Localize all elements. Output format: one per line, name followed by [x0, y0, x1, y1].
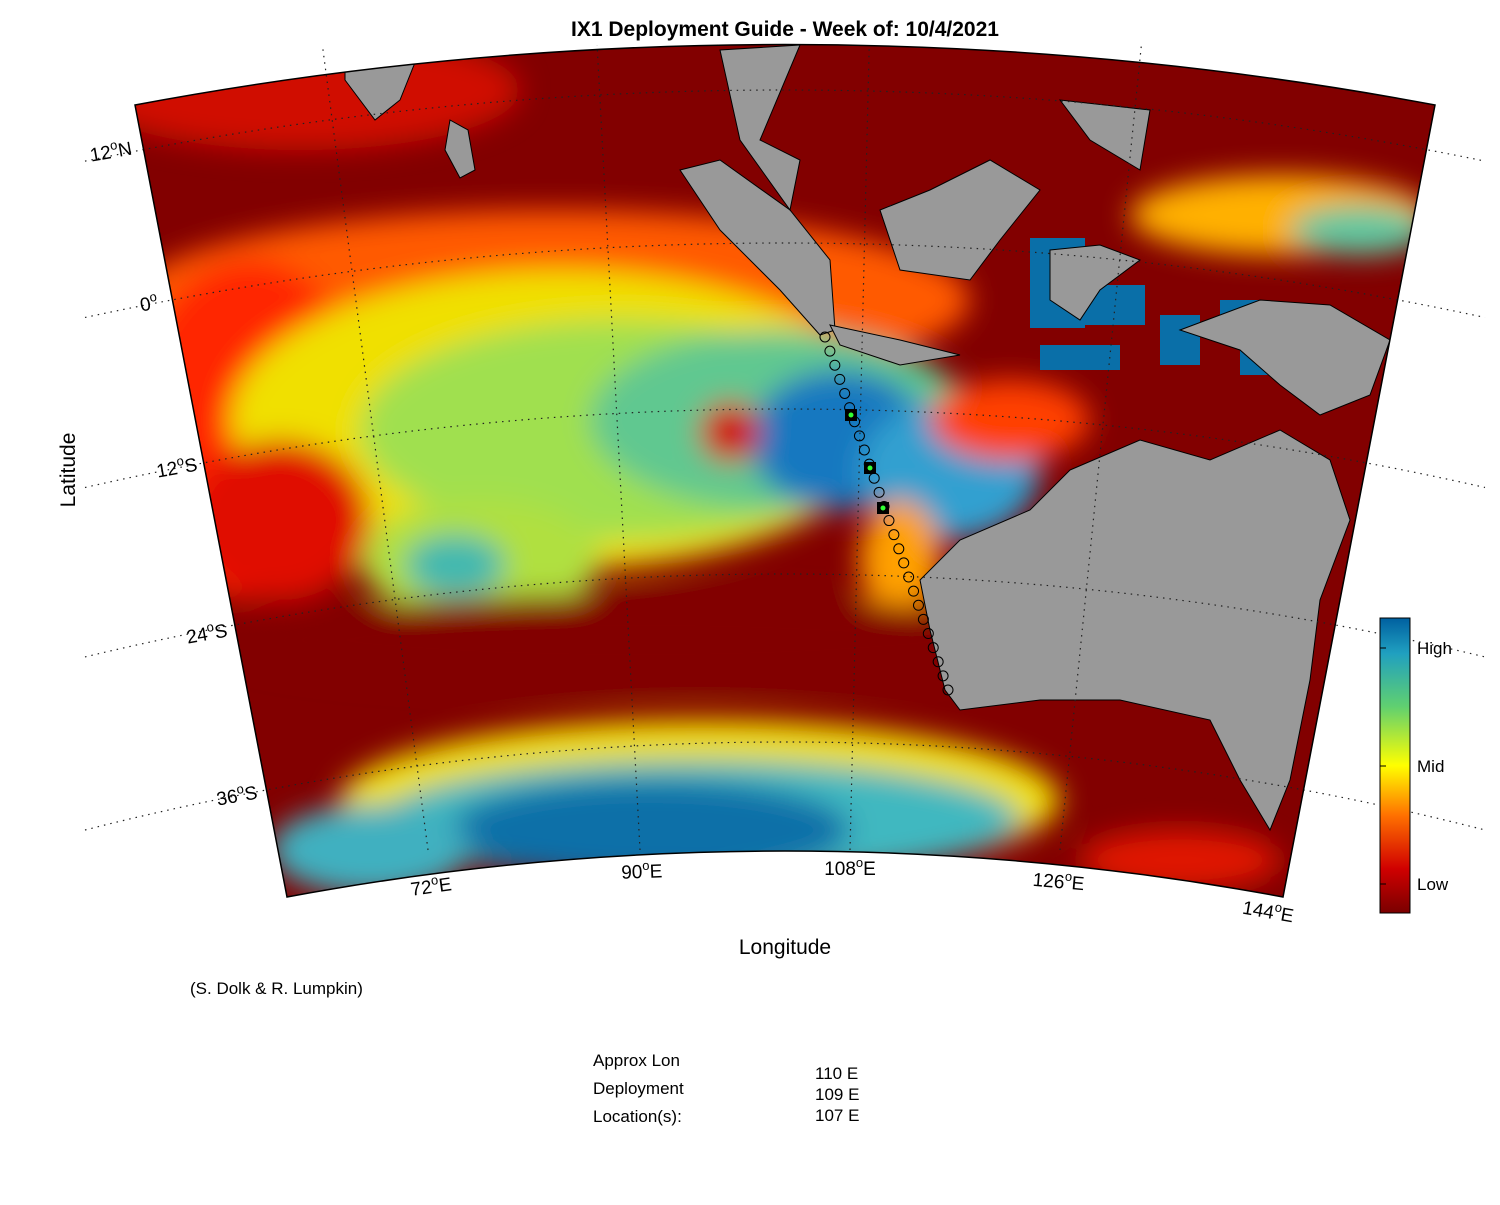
track-point: [873, 486, 885, 498]
track-point: [908, 585, 920, 597]
x-axis-label: Longitude: [739, 936, 831, 959]
tick-label: 36oS: [214, 779, 259, 811]
deployment-location: 110 E: [815, 1064, 858, 1083]
deployment-site-dot: [880, 505, 886, 511]
track-point: [932, 656, 944, 668]
track-point: [834, 373, 846, 385]
track-point: [853, 430, 865, 442]
tick-degree-sign: o: [642, 858, 650, 873]
tick-label: 24oS: [184, 617, 229, 649]
deployment-location: 109 E: [815, 1085, 859, 1104]
tick-label: 12oN: [88, 135, 134, 167]
tick-label: 90oE: [621, 857, 663, 883]
colorbar-label: High: [1417, 639, 1452, 658]
tick-hemisphere: S: [183, 455, 199, 478]
tick-hemisphere: N: [116, 139, 133, 162]
tick-hemisphere: E: [649, 861, 662, 882]
tick-degree-sign: o: [205, 619, 215, 635]
tick-degrees: 24: [185, 624, 210, 648]
tick-degree-sign: o: [109, 137, 119, 153]
track-point: [839, 387, 851, 399]
title: IX1 Deployment Guide - Week of: 10/4/202…: [571, 18, 999, 41]
tick-hemisphere: S: [243, 783, 259, 806]
y-axis-label: Latitude: [57, 433, 80, 508]
track-point: [883, 515, 895, 527]
colorbar-label: Mid: [1417, 757, 1444, 776]
track-point: [903, 571, 915, 583]
tick-degree-sign: o: [175, 453, 185, 469]
tick-label: 72oE: [409, 870, 453, 900]
tick-label: 144oE: [1241, 894, 1296, 928]
tick-label: 126oE: [1032, 866, 1086, 895]
credit: (S. Dolk & R. Lumpkin): [190, 979, 363, 998]
tick-degrees: 12: [155, 458, 179, 482]
tick-label: 0o: [138, 289, 160, 317]
meridian: [321, 44, 429, 851]
tick-degrees: 144: [1241, 898, 1276, 924]
tick-degree-sign: o: [235, 781, 245, 797]
tick-label: 108oE: [824, 855, 876, 880]
tick-hemisphere: E: [438, 874, 453, 897]
tick-degrees: 36: [215, 786, 239, 810]
track-point: [819, 331, 831, 343]
tick-degree-sign: o: [148, 289, 158, 305]
track-point: [922, 628, 934, 640]
track-point: [824, 345, 836, 357]
track-point: [942, 684, 954, 696]
tick-degrees: 90: [621, 862, 643, 884]
map-frame: [134, 43, 1436, 898]
track-point: [858, 444, 870, 456]
track-point: [937, 670, 949, 682]
land: [344, 44, 1391, 832]
track-point: [917, 613, 929, 625]
track-point: [912, 599, 924, 611]
tick-degrees: 0: [138, 294, 152, 317]
tick-degrees: 108: [824, 859, 856, 880]
colorbar-label: Low: [1417, 875, 1449, 894]
tick-degrees: 126: [1032, 870, 1065, 894]
tick-degree-sign: o: [1274, 899, 1284, 915]
tick-degrees: 12: [88, 142, 112, 166]
deployment-location: 107 E: [815, 1106, 859, 1125]
track-point: [829, 359, 841, 371]
parallel: [84, 89, 1486, 162]
tick-hemisphere: E: [863, 859, 876, 880]
meridian: [596, 44, 641, 851]
tick-hemisphere: E: [1071, 873, 1085, 895]
deployment-label: Location(s):: [593, 1107, 682, 1126]
track-point: [888, 529, 900, 541]
tick-degree-sign: o: [430, 872, 439, 888]
tick-hemisphere: E: [1279, 905, 1295, 928]
track-point: [927, 642, 939, 654]
tick-hemisphere: S: [213, 621, 229, 644]
deployment-site-dot: [848, 412, 854, 418]
graticule: [84, 44, 1486, 851]
deployment-site-dot: [867, 465, 873, 471]
tick-degree-sign: o: [1064, 869, 1073, 885]
track-point: [898, 557, 910, 569]
tick-degree-sign: o: [856, 855, 863, 870]
deployment-label: Approx Lon: [593, 1051, 680, 1070]
deployment-label: Deployment: [593, 1079, 684, 1098]
tick-label: 12oS: [154, 451, 199, 483]
track-point: [893, 543, 905, 555]
ship-track: [819, 331, 954, 696]
map-field: [135, 44, 1435, 897]
tick-degrees: 72: [409, 877, 433, 901]
